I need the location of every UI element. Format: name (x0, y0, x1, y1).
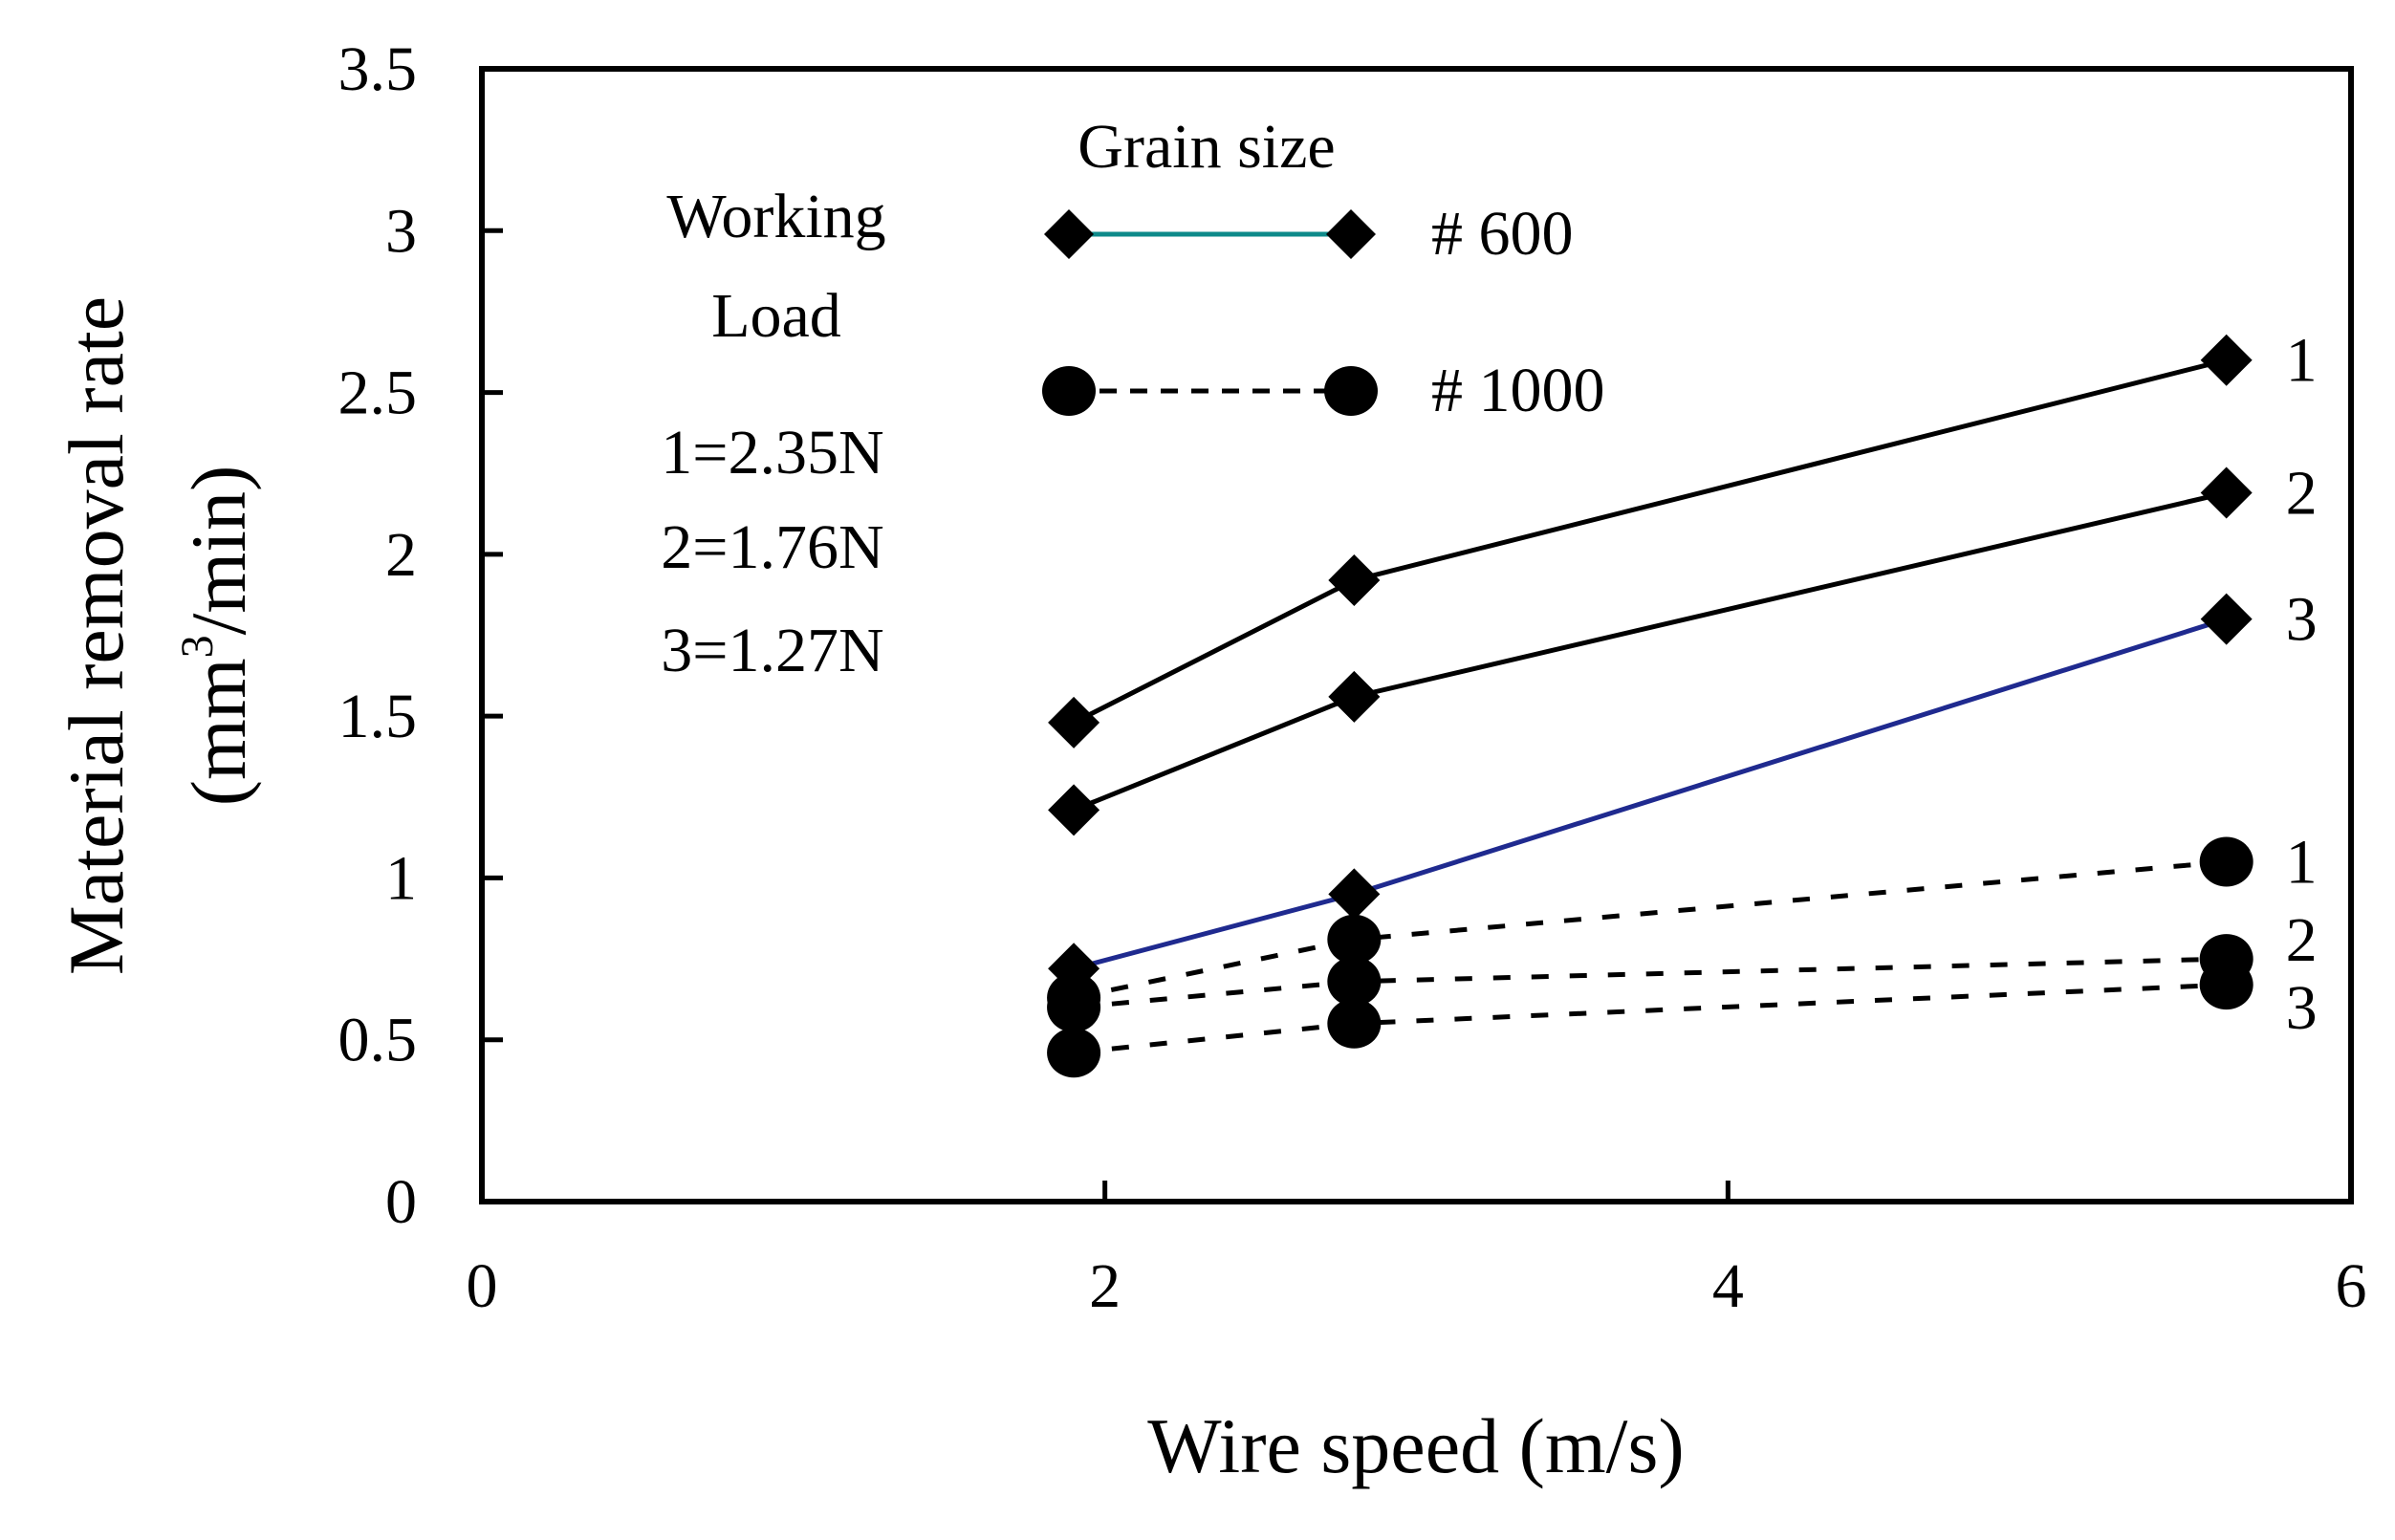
y-tick-label: 1.5 (338, 682, 418, 751)
data-point-diamond (2200, 334, 2253, 386)
y-tick-label: 0 (385, 1167, 417, 1237)
axis-ticks: 0 2 4 6 0 0.5 1 1.5 2 2.5 3 3.5 (338, 34, 2367, 1321)
plot-frame (479, 66, 2354, 1204)
annotation-title-line2: Load (711, 281, 841, 351)
end-label-600-load-2: 2 (2286, 459, 2318, 529)
y-tick-label: 3.5 (338, 34, 418, 104)
annotation-load-3: 3=1.27N (661, 616, 883, 685)
y-tick-label: 2 (385, 520, 417, 590)
y-axis-title-line2: (mm3/min) (172, 466, 262, 807)
y-tick-label: 2.5 (338, 358, 418, 428)
end-label-600-load-1: 1 (2286, 326, 2318, 396)
end-label-1000-load-2: 2 (2286, 905, 2318, 975)
y-axis-title-superscript: 3 (172, 635, 223, 658)
data-point-diamond (1328, 868, 1381, 921)
annotation-title-line1: Working (666, 182, 885, 251)
data-point-circle (1327, 998, 1382, 1049)
series-line (1073, 490, 2228, 813)
end-label-600-load-3: 3 (2286, 585, 2318, 655)
legend-600-marker-left (1044, 209, 1094, 259)
data-point-diamond (1048, 696, 1100, 748)
series-1000-load-2 (1047, 934, 2253, 1032)
data-point-circle (1047, 982, 1101, 1032)
data-point-circle (1327, 914, 1382, 965)
legend-600-label: # 600 (1431, 199, 1574, 269)
data-point-circle (2199, 836, 2253, 887)
y-axis-title: Material removal rate (mm3/min) (53, 296, 262, 975)
legend-1000-marker-right (1324, 366, 1378, 416)
series-line (1072, 358, 2228, 726)
y-tick-label: 3 (385, 196, 417, 266)
y-axis-title-unit-rest: /min) (175, 466, 262, 636)
annotation-load-1: 1=2.35N (661, 418, 883, 488)
legend-1000-label: # 1000 (1431, 356, 1605, 425)
working-load-annotation: Working Load 1=2.35N 2=1.76N 3=1.27N (661, 182, 885, 685)
series-600-load-3 (1048, 593, 2253, 995)
data-point-circle (1327, 956, 1382, 1007)
legend-title: Grain size (1078, 112, 1335, 182)
x-axis-title: Wire speed (m/s) (1147, 1402, 1684, 1489)
x-tick-label: 2 (1089, 1251, 1121, 1321)
y-axis-title-line1: Material removal rate (53, 296, 140, 975)
series-line (1073, 617, 2228, 971)
legend: Grain size # 600 # 1000 (1042, 112, 1605, 425)
data-point-diamond (1048, 784, 1100, 836)
data-point-circle (2199, 960, 2253, 1010)
legend-1000-marker-left (1042, 366, 1096, 416)
y-axis-title-unit: (mm (175, 658, 262, 806)
series-line (1073, 982, 2227, 1055)
y-tick-label: 0.5 (338, 1006, 418, 1075)
x-tick-label: 4 (1712, 1251, 1744, 1321)
series-1000-load-3 (1047, 960, 2253, 1078)
data-point-diamond (1328, 553, 1381, 606)
legend-600-marker-right (1326, 209, 1376, 259)
series-600-load-1 (1048, 334, 2253, 748)
y-tick-label: 1 (385, 843, 417, 913)
series-layer (1047, 334, 2253, 1078)
series-600-load-2 (1048, 466, 2253, 836)
x-tick-label: 0 (467, 1251, 498, 1321)
series-line (1073, 859, 2227, 1001)
end-label-1000-load-3: 3 (2286, 973, 2318, 1043)
series-line (1073, 956, 2227, 1010)
data-point-diamond (1328, 670, 1381, 723)
end-label-1000-load-1: 1 (2286, 828, 2318, 898)
data-point-diamond (2200, 593, 2253, 645)
annotation-load-2: 2=1.76N (661, 512, 883, 582)
data-point-diamond (2200, 466, 2253, 519)
data-point-circle (1047, 1028, 1101, 1078)
x-tick-label: 6 (2336, 1251, 2367, 1321)
